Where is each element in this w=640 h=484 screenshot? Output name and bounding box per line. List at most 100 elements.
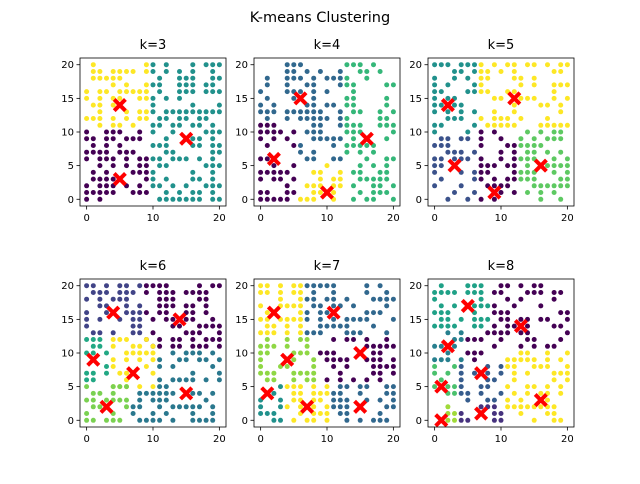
- data-point: [551, 169, 557, 175]
- data-point: [190, 176, 196, 182]
- data-point: [183, 303, 189, 309]
- x-tick-label: 20: [387, 213, 400, 224]
- data-point: [311, 129, 317, 135]
- data-point: [525, 176, 530, 182]
- data-point: [518, 95, 524, 101]
- data-point: [445, 95, 451, 101]
- centroid-marker: [440, 339, 455, 354]
- data-point: [324, 404, 330, 410]
- data-point: [190, 343, 196, 349]
- subplot-title: k=4: [314, 38, 341, 53]
- data-point: [97, 116, 103, 121]
- data-point: [298, 196, 303, 202]
- data-point: [558, 149, 564, 155]
- data-point: [110, 163, 116, 169]
- data-point: [157, 377, 163, 383]
- data-point: [97, 390, 103, 396]
- data-point: [438, 89, 444, 95]
- data-point: [104, 89, 109, 95]
- data-point: [458, 149, 464, 155]
- data-point: [210, 190, 216, 195]
- data-point: [284, 75, 290, 81]
- data-point: [104, 143, 109, 148]
- data-point: [304, 350, 310, 356]
- data-point: [518, 357, 524, 363]
- data-point: [324, 116, 330, 121]
- data-point: [170, 350, 176, 356]
- data-point: [432, 62, 438, 68]
- data-point: [371, 370, 376, 376]
- data-point: [390, 122, 396, 128]
- data-point: [485, 75, 491, 81]
- data-point: [384, 116, 390, 121]
- data-point: [384, 417, 390, 423]
- data-point: [216, 377, 222, 383]
- data-point: [143, 89, 149, 95]
- data-point: [311, 303, 317, 309]
- data-point: [531, 290, 537, 295]
- data-point: [432, 143, 438, 148]
- data-point: [304, 109, 310, 115]
- data-point: [304, 310, 310, 316]
- data-point: [344, 323, 350, 329]
- data-point: [90, 143, 96, 148]
- data-point: [452, 323, 457, 329]
- data-point: [538, 196, 544, 202]
- data-point: [210, 183, 216, 189]
- data-point: [498, 290, 504, 295]
- x-tick-label: 0: [83, 434, 89, 445]
- data-point: [371, 350, 376, 356]
- data-point: [124, 163, 129, 169]
- data-point: [104, 129, 109, 135]
- data-point: [472, 62, 477, 68]
- data-point: [157, 75, 163, 81]
- data-point: [531, 95, 537, 101]
- data-point: [390, 384, 396, 390]
- data-point: [377, 370, 383, 376]
- data-point: [298, 116, 303, 121]
- data-point: [97, 109, 103, 115]
- data-point: [97, 75, 103, 81]
- data-point: [377, 417, 383, 423]
- data-point: [525, 163, 530, 169]
- data-point: [545, 411, 550, 416]
- data-point: [485, 163, 491, 169]
- data-point: [143, 337, 149, 342]
- data-point: [203, 129, 209, 135]
- data-point: [284, 323, 290, 329]
- data-point: [284, 337, 290, 342]
- data-point: [331, 290, 337, 295]
- data-point: [157, 183, 163, 189]
- centroid-marker: [434, 413, 449, 428]
- data-point: [264, 337, 270, 342]
- data-point: [157, 296, 163, 302]
- data-point: [390, 390, 396, 396]
- data-point: [317, 411, 323, 416]
- data-point: [478, 116, 484, 121]
- data-point: [157, 303, 163, 309]
- data-point: [163, 384, 169, 390]
- data-point: [90, 330, 96, 336]
- data-point: [465, 196, 471, 202]
- data-point: [137, 390, 143, 396]
- data-point: [311, 149, 317, 155]
- data-point: [351, 316, 356, 322]
- data-point: [478, 390, 484, 396]
- data-point: [384, 364, 390, 369]
- data-point: [472, 122, 477, 128]
- data-point: [491, 404, 497, 410]
- data-point: [143, 69, 149, 74]
- data-point: [518, 397, 524, 403]
- data-point: [564, 183, 570, 189]
- data-point: [203, 89, 209, 95]
- data-point: [371, 176, 376, 182]
- data-point: [472, 316, 477, 322]
- data-point: [216, 163, 222, 169]
- data-point: [258, 370, 264, 376]
- data-point: [90, 69, 96, 74]
- data-point: [197, 296, 202, 302]
- data-point: [298, 337, 303, 342]
- data-point: [177, 95, 182, 101]
- data-point: [84, 156, 90, 162]
- data-point: [551, 411, 557, 416]
